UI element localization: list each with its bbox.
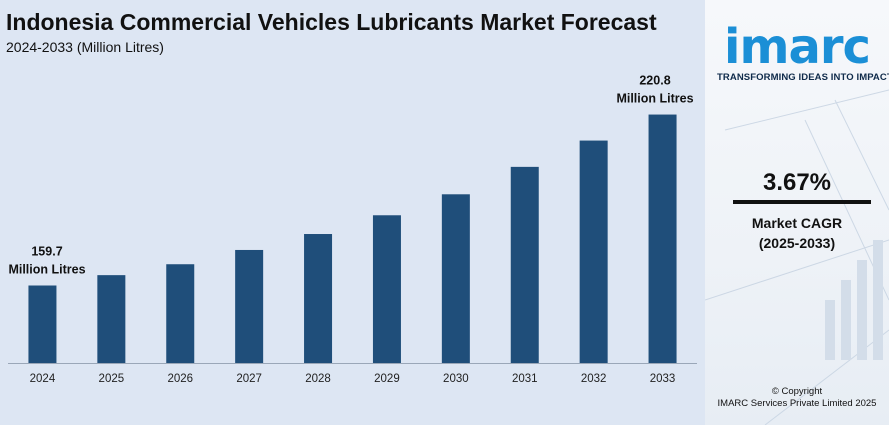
copyright-label: © Copyright: [771, 386, 823, 397]
data-label-2033-1: Million Litres: [616, 92, 693, 106]
x-tick-2027: 2027: [236, 373, 262, 385]
cagr-value: 3.67%: [762, 169, 832, 196]
bar-2025: [97, 275, 126, 363]
x-tick-2029: 2029: [374, 373, 400, 385]
logo-wordmark: imarc: [724, 19, 871, 75]
cagr-label: Market CAGR: [751, 215, 843, 231]
bar-2028: [304, 234, 333, 363]
data-label-2024-1: Million Litres: [8, 262, 85, 276]
x-tick-2030: 2030: [443, 373, 469, 385]
x-tick-2025: 2025: [99, 373, 125, 385]
chart-panel: Indonesia Commercial Vehicles Lubricants…: [0, 0, 705, 425]
x-tick-2028: 2028: [305, 373, 331, 385]
bar-2026: [166, 264, 195, 363]
cagr-divider: [733, 200, 871, 204]
bar-2033: [648, 114, 677, 363]
bar-chart: 2024 2025 2026 2027 2028 2029 2030 2031 2032 2033…: [8, 74, 697, 385]
bar-2032: [579, 140, 608, 363]
x-tick-2031: 2031: [512, 373, 538, 385]
x-tick-2024: 2024: [30, 373, 56, 385]
data-label-2024-0: 159.7: [31, 244, 62, 258]
x-tick-2032: 2032: [581, 373, 607, 385]
background-decoration: [705, 89, 889, 425]
bar-2031: [510, 166, 539, 363]
chart-title: Indonesia Commercial Vehicles Lubricants…: [6, 9, 657, 35]
copyright-company: IMARC Services Private Limited 2025: [717, 398, 877, 409]
logo-tagline: TRANSFORMING IDEAS INTO IMPACT: [717, 72, 889, 83]
bar-2024: [28, 285, 57, 363]
imarc-logo: imarc TRANSFORMING IDEAS INTO IMPACT: [717, 19, 889, 83]
bar-2030: [441, 194, 470, 363]
copyright-block: © Copyright IMARC Services Private Limit…: [705, 386, 889, 410]
x-tick-2033: 2033: [650, 373, 676, 385]
side-panel: imarc TRANSFORMING IDEAS INTO IMPACT 3.6…: [705, 0, 889, 425]
bar-2027: [235, 249, 264, 363]
x-tick-2026: 2026: [167, 373, 193, 385]
cagr-label-block: Market CAGR (2025-2033): [705, 213, 889, 253]
chart-subtitle: 2024-2033 (Million Litres): [6, 39, 164, 55]
bar-2029: [372, 215, 401, 363]
cagr-period: (2025-2033): [758, 235, 836, 251]
data-label-2033-0: 220.8: [639, 74, 670, 88]
